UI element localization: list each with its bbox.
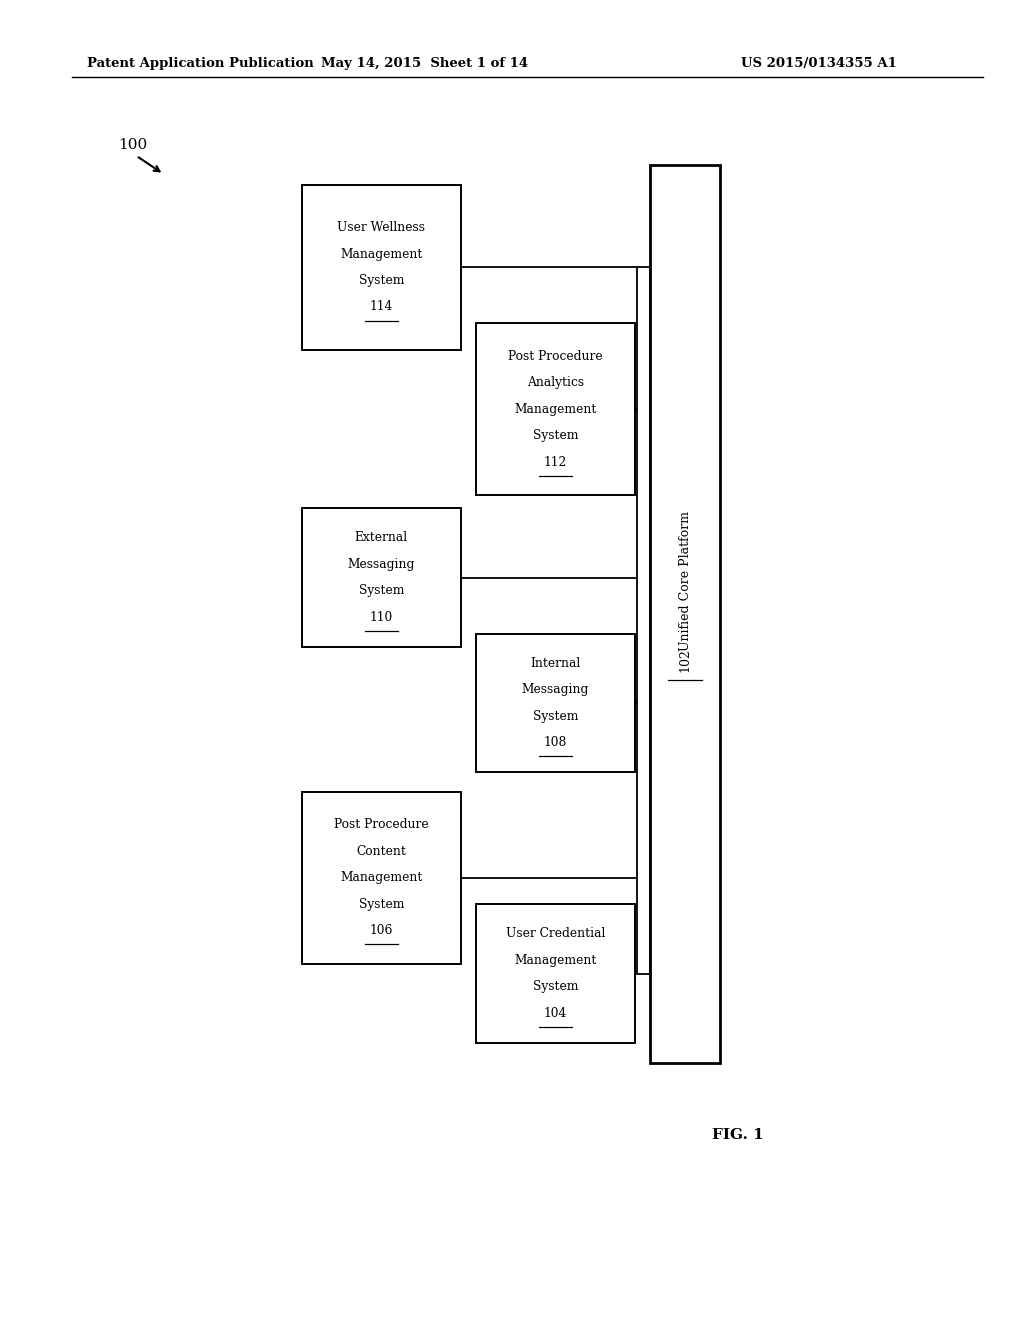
Text: 112: 112 <box>544 455 567 469</box>
Text: Management: Management <box>514 954 597 966</box>
Text: User Credential: User Credential <box>506 928 605 940</box>
Text: FIG. 1: FIG. 1 <box>712 1129 764 1142</box>
Text: 104: 104 <box>544 1007 567 1019</box>
Bar <box>650 165 720 1063</box>
Bar <box>302 792 461 964</box>
Text: Management: Management <box>340 248 423 260</box>
Text: 110: 110 <box>370 611 393 623</box>
Text: System: System <box>532 710 579 722</box>
Text: Management: Management <box>340 871 423 884</box>
Bar <box>476 634 635 772</box>
Text: User Wellness: User Wellness <box>338 222 425 234</box>
Text: 108: 108 <box>544 737 567 748</box>
Text: System: System <box>532 429 579 442</box>
Text: Unified Core Platform: Unified Core Platform <box>679 511 691 651</box>
Bar <box>476 904 635 1043</box>
Text: Messaging: Messaging <box>522 684 589 696</box>
Text: Patent Application Publication: Patent Application Publication <box>87 57 313 70</box>
Text: System: System <box>358 275 404 286</box>
Text: Messaging: Messaging <box>348 558 415 570</box>
Text: Post Procedure: Post Procedure <box>508 350 603 363</box>
Text: Internal: Internal <box>530 657 581 669</box>
Bar <box>302 185 461 350</box>
Text: Content: Content <box>356 845 407 858</box>
Text: 102: 102 <box>679 648 691 672</box>
Bar <box>302 508 461 647</box>
Text: 100: 100 <box>118 139 147 152</box>
Text: Analytics: Analytics <box>527 376 584 389</box>
Text: US 2015/0134355 A1: US 2015/0134355 A1 <box>741 57 897 70</box>
Text: System: System <box>532 981 579 993</box>
Text: Post Procedure: Post Procedure <box>334 818 429 832</box>
Text: Management: Management <box>514 403 597 416</box>
Text: 114: 114 <box>370 301 393 313</box>
Text: May 14, 2015  Sheet 1 of 14: May 14, 2015 Sheet 1 of 14 <box>322 57 528 70</box>
Text: System: System <box>358 585 404 597</box>
Bar <box>476 323 635 495</box>
Text: 106: 106 <box>370 924 393 937</box>
Text: System: System <box>358 898 404 911</box>
Text: External: External <box>355 532 408 544</box>
